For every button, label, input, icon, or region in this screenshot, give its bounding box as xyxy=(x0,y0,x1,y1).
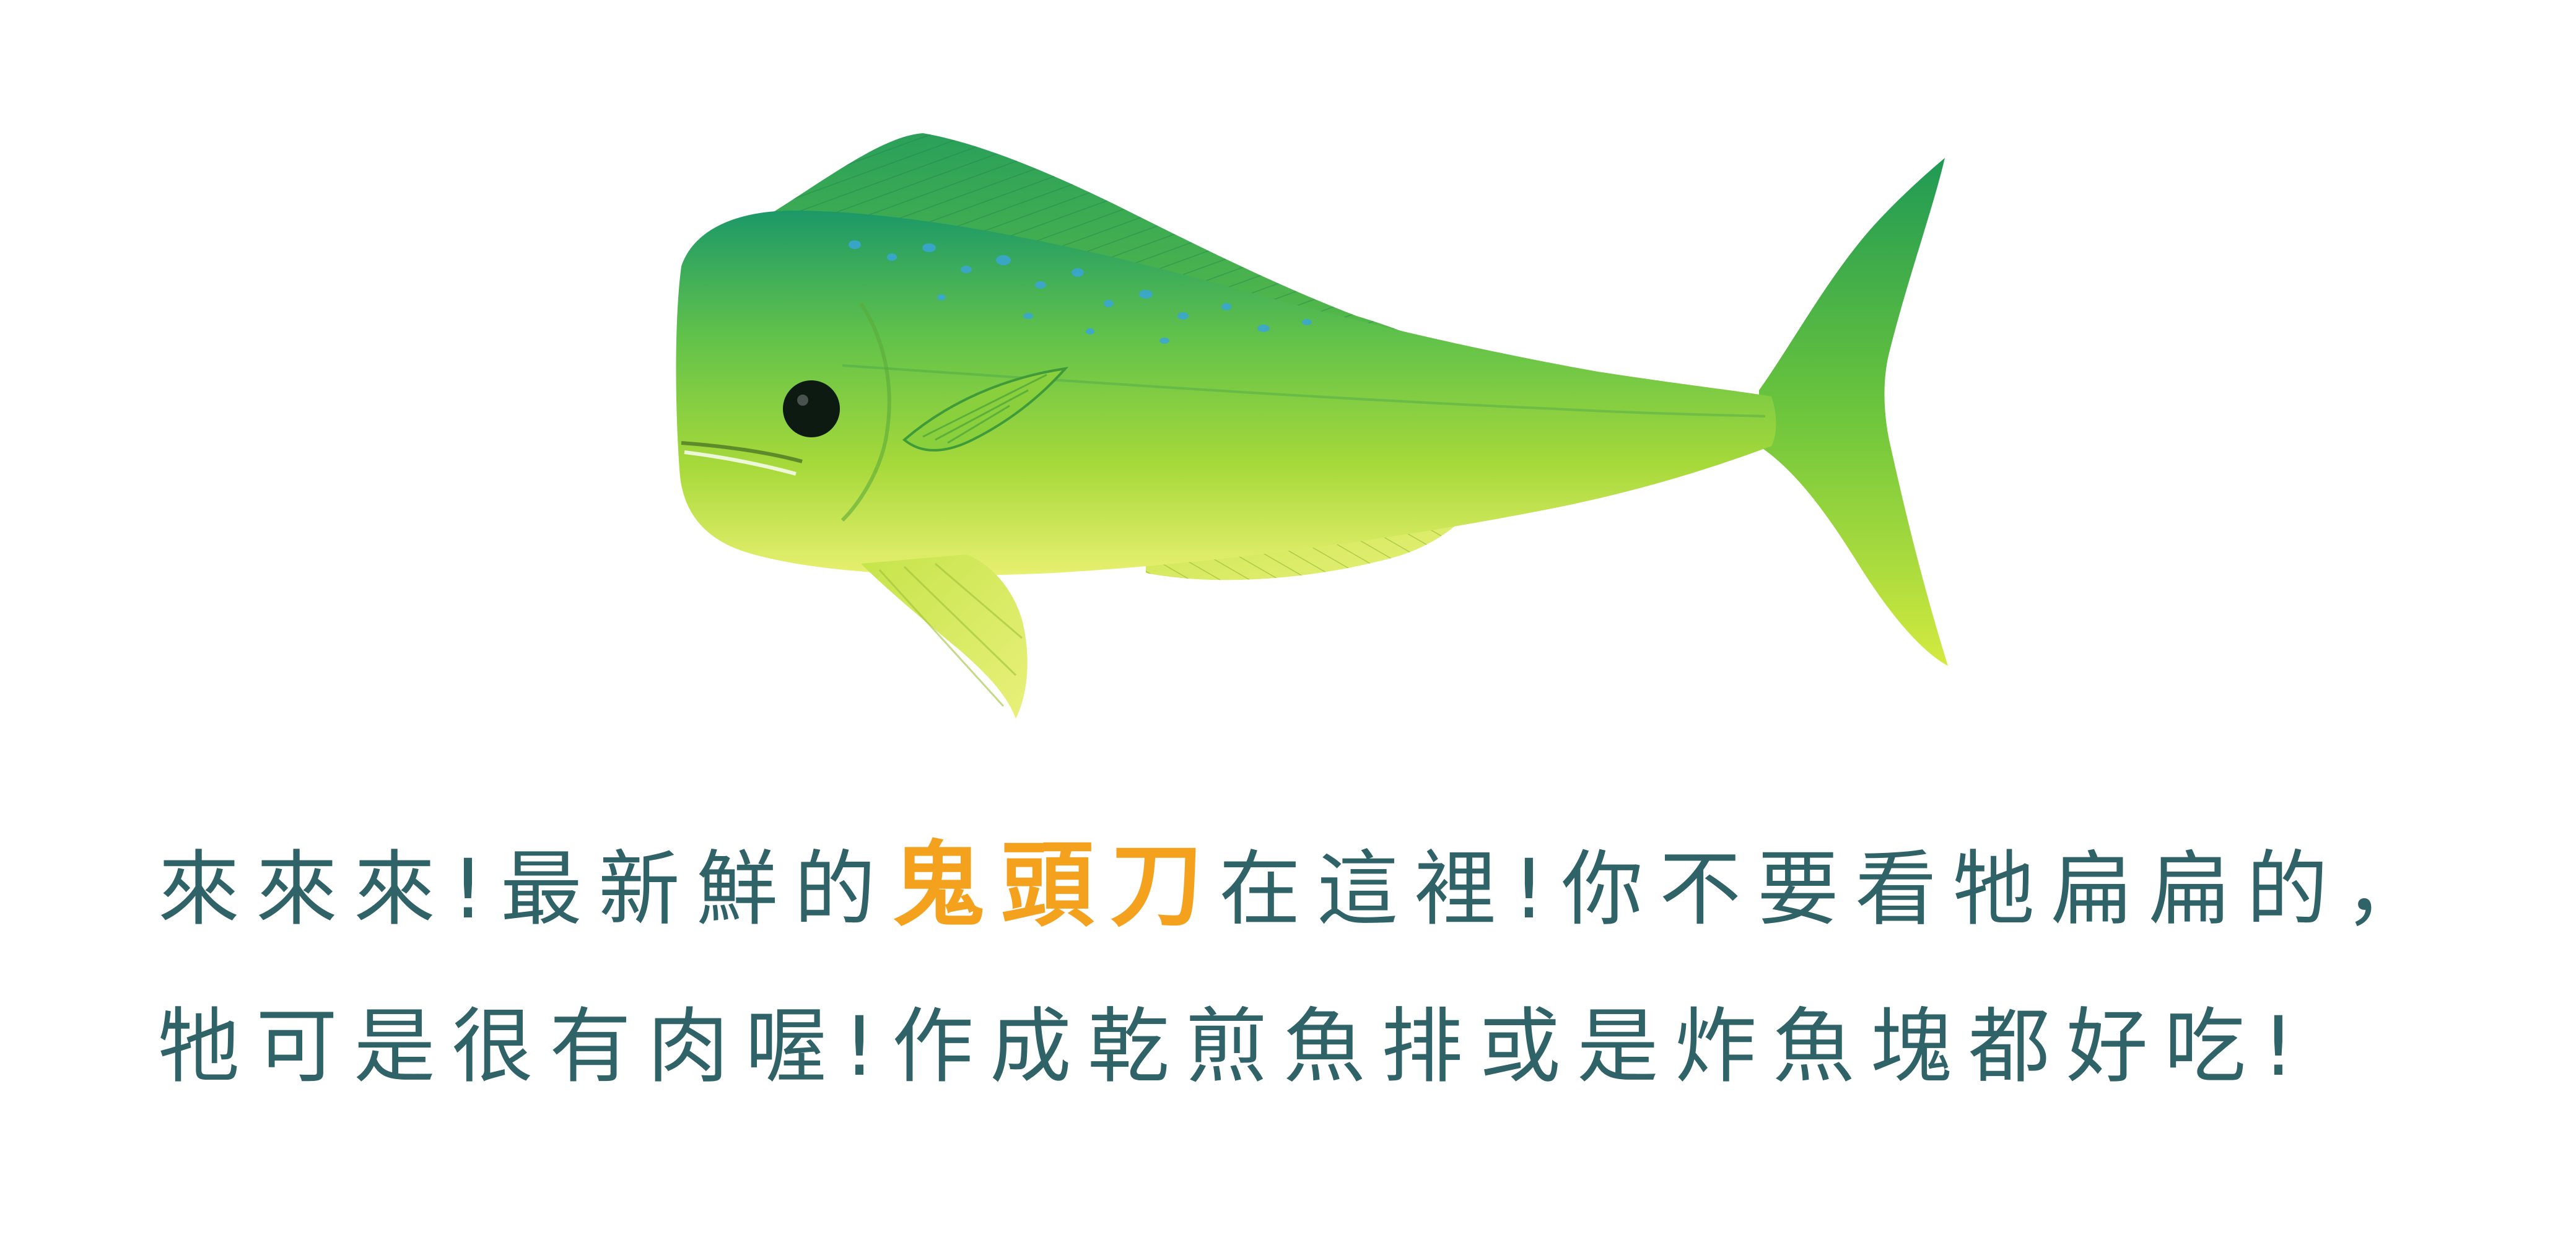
body-spots xyxy=(849,240,1312,344)
caption-text: 來來來!最新鮮的 xyxy=(158,842,892,937)
mahi-mahi-fish-icon xyxy=(676,133,1948,719)
caption-text: 在這裡!你不要看牠扁扁的， xyxy=(1218,842,2442,937)
caption-line-1: 來來來!最新鮮的鬼頭刀在這裡!你不要看牠扁扁的， xyxy=(158,833,2442,942)
fish-eye xyxy=(783,380,840,437)
fish-name-highlight: 鬼頭刀 xyxy=(891,832,1219,940)
caption-line-2: 牠可是很有肉喔!作成乾煎魚排或是炸魚塊都好吃! xyxy=(158,994,2311,1100)
pelvic-fin xyxy=(861,554,1028,719)
caption-text: 牠可是很有肉喔!作成乾煎魚排或是炸魚塊都好吃! xyxy=(158,999,2311,1095)
pectoral-fin xyxy=(902,367,1069,452)
lateral-line xyxy=(842,364,1766,418)
fish-mouth xyxy=(681,441,803,463)
gill-line xyxy=(840,302,891,522)
tail-fin xyxy=(1759,158,1948,666)
fish-body xyxy=(676,211,1776,575)
